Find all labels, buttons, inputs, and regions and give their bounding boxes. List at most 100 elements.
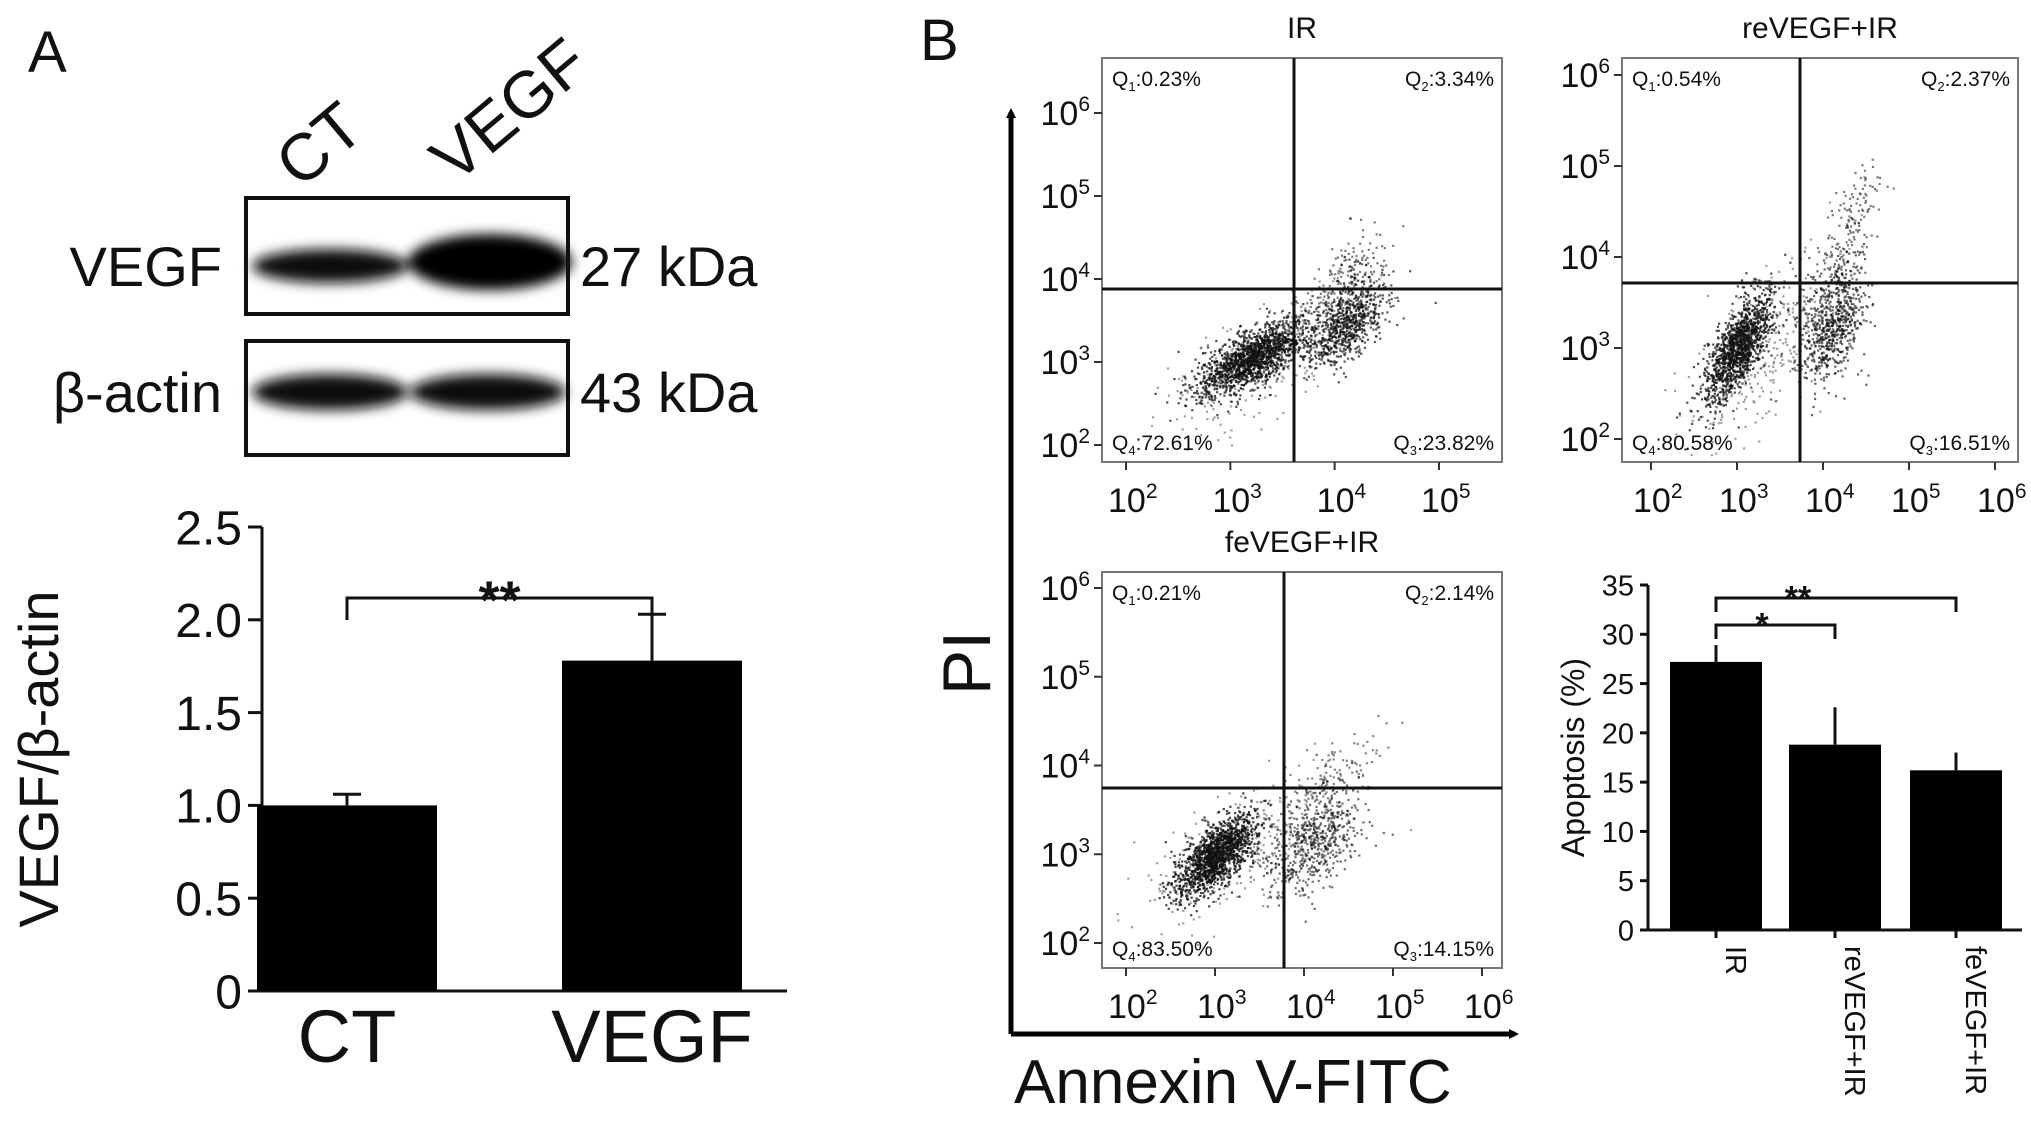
scatter-point — [1270, 328, 1273, 331]
scatter-point — [1353, 314, 1356, 317]
scatter-point — [1861, 208, 1864, 211]
scatter-point — [1307, 292, 1310, 295]
scatter-point — [1741, 337, 1744, 341]
scatter-point — [1739, 351, 1742, 354]
scatter-point — [1225, 353, 1228, 356]
scatter-point — [1361, 295, 1364, 298]
scatter-point — [1853, 184, 1856, 187]
scatter-point — [1747, 336, 1750, 339]
scatter-point — [1845, 347, 1848, 350]
scatter-point — [1333, 373, 1336, 376]
scatter-point — [1678, 412, 1681, 415]
scatter-point — [1211, 399, 1214, 402]
scatter-point — [1820, 352, 1823, 355]
scatter-point — [1239, 394, 1242, 397]
scatter-point — [1229, 328, 1232, 331]
scatter-point — [1830, 315, 1833, 318]
scatter-point — [1356, 334, 1359, 337]
scatter-point — [1320, 345, 1323, 348]
scatter-point — [1280, 311, 1283, 314]
scatter-point — [1718, 396, 1721, 400]
scatter-point — [1321, 340, 1324, 343]
scatter-point — [1362, 309, 1365, 312]
scatter-point — [1755, 304, 1759, 307]
scatter-point — [1243, 371, 1247, 374]
scatter-point — [1830, 251, 1833, 254]
scatter-point — [1390, 284, 1393, 287]
scatter-point — [1794, 318, 1797, 321]
scatter-point — [1708, 377, 1711, 380]
scatter-point — [1237, 364, 1240, 367]
scatter-point — [1230, 381, 1233, 384]
scatter-point — [1336, 276, 1339, 279]
scatter-point — [1205, 410, 1209, 413]
scatter-point — [1344, 313, 1347, 316]
scatter-point — [1310, 358, 1313, 361]
scatter-point — [1751, 346, 1754, 349]
scatter-point — [1733, 371, 1736, 374]
scatter-point — [1340, 339, 1343, 342]
scatter-point — [1377, 295, 1380, 298]
scatter-point — [1740, 312, 1743, 315]
scatter-point — [1274, 340, 1277, 343]
y-tick-label: 103 — [1040, 342, 1090, 382]
scatter-point — [1211, 384, 1214, 387]
scatter-point — [1244, 371, 1247, 374]
scatter-point — [1294, 316, 1297, 319]
scatter-point — [1348, 308, 1351, 312]
scatter-point — [1729, 345, 1732, 348]
scatter-point — [1721, 384, 1725, 387]
scatter-point — [1248, 351, 1251, 354]
scatter-point — [1223, 352, 1226, 355]
scatter-point — [1736, 339, 1739, 342]
scatter-point — [1207, 384, 1211, 387]
scatter-point — [1361, 291, 1364, 294]
scatter-point — [1862, 196, 1865, 199]
scatter-point — [1338, 321, 1341, 324]
scatter-point — [1348, 347, 1351, 350]
significance-bracket — [1714, 596, 1958, 612]
scatter-point — [1865, 305, 1868, 308]
scatter-point — [1837, 298, 1840, 301]
scatter-point — [1850, 240, 1853, 243]
scatter-point — [1764, 318, 1768, 321]
scatter-point — [1777, 331, 1781, 334]
scatter-point — [1214, 370, 1217, 373]
scatter-point — [1241, 378, 1244, 381]
scatter-point — [1258, 360, 1261, 363]
scatter-point — [1755, 308, 1758, 311]
scatter-point — [1697, 393, 1700, 396]
scatter-point — [1718, 361, 1721, 364]
scatter-point — [1330, 364, 1333, 367]
scatter-point — [1730, 333, 1733, 336]
scatter-point — [1732, 374, 1735, 377]
scatter-point — [1334, 333, 1337, 336]
scatter-point — [1222, 369, 1225, 372]
scatter-point — [1242, 367, 1245, 370]
scatter-point — [1281, 331, 1284, 334]
scatter-point — [1746, 353, 1749, 356]
scatter-point — [1285, 320, 1288, 323]
scatter-point — [1749, 363, 1752, 367]
scatter-point — [1803, 250, 1806, 253]
scatter-point — [1834, 273, 1837, 276]
scatter-point — [1760, 300, 1763, 303]
scatter-point — [1837, 319, 1840, 323]
scatter-point — [1743, 301, 1746, 304]
scatter-point — [1319, 363, 1322, 366]
scatter-point — [1725, 383, 1728, 386]
scatter-point — [1312, 374, 1315, 377]
scatter-point — [1728, 332, 1731, 335]
scatter-point — [1762, 331, 1765, 334]
scatter-point — [1350, 289, 1353, 292]
scatter-point — [1279, 359, 1282, 363]
scatter-point — [1325, 314, 1328, 317]
scatter-point — [1206, 418, 1209, 421]
scatter-point — [1343, 320, 1346, 323]
scatter-point — [1361, 263, 1364, 266]
scatter-point — [1282, 347, 1285, 350]
scatter-point — [1348, 339, 1351, 342]
scatter-point — [1351, 304, 1354, 307]
scatter-point — [1346, 325, 1349, 328]
scatter-point — [1842, 329, 1845, 332]
